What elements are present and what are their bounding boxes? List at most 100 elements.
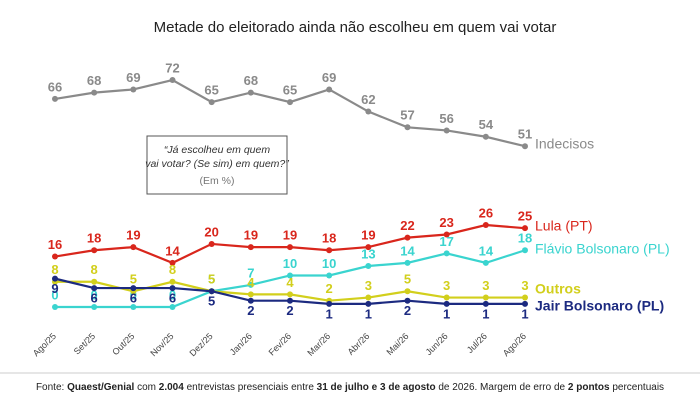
data-point <box>326 247 333 254</box>
data-point <box>130 86 137 93</box>
x-tick-label: Abr/26 <box>346 331 372 357</box>
data-point <box>326 300 333 307</box>
data-label: 14 <box>400 243 415 258</box>
annotation-unit: (Em %) <box>200 175 235 187</box>
annotation-text: “Já escolheu em quem vai votar? (Se sim) … <box>145 144 289 170</box>
x-tick-label: Mar/26 <box>305 331 332 358</box>
data-label: 54 <box>479 117 494 132</box>
source-part: 31 de julho e 3 de agosto <box>317 382 436 393</box>
data-label: 2 <box>247 303 254 318</box>
source-part: com <box>134 382 158 393</box>
data-point <box>443 300 450 307</box>
data-label: 5 <box>208 272 215 287</box>
data-label: 22 <box>400 218 414 233</box>
data-point <box>130 304 137 310</box>
data-label: 6 <box>91 291 98 306</box>
data-label: 9 <box>51 281 58 296</box>
data-label: 72 <box>165 60 179 75</box>
data-point <box>482 259 489 266</box>
data-label: 2 <box>326 281 333 296</box>
data-point <box>247 244 254 251</box>
series-label: Jair Bolsonaro (PL) <box>535 298 664 314</box>
data-point <box>52 95 58 102</box>
data-point <box>404 288 411 295</box>
data-point <box>482 300 489 307</box>
data-point <box>169 278 176 285</box>
data-label: 19 <box>283 228 297 243</box>
data-point <box>91 278 98 285</box>
series-label: Indecisos <box>535 136 594 152</box>
data-point <box>522 300 528 307</box>
x-tick-label: Ago/25 <box>31 331 58 358</box>
data-point <box>404 297 411 304</box>
data-point <box>365 108 372 115</box>
data-point <box>522 294 528 301</box>
data-label: 51 <box>518 127 532 142</box>
data-point <box>287 99 293 106</box>
data-point <box>208 240 215 247</box>
x-tick-label: Fev/26 <box>267 331 294 358</box>
data-label: 2 <box>404 303 411 318</box>
data-point <box>130 285 137 292</box>
data-point <box>208 288 215 295</box>
data-point <box>169 259 176 266</box>
x-tick-label: Out/25 <box>110 331 136 357</box>
source: Fonte: Quaest/Genial com 2.004 entrevist… <box>36 382 664 393</box>
annotation-box <box>146 135 288 195</box>
data-point <box>365 300 372 307</box>
data-label: 0 <box>51 287 58 302</box>
data-label: 1 <box>326 306 333 321</box>
data-point <box>482 294 489 301</box>
data-label: 1 <box>521 306 528 321</box>
data-point <box>482 133 489 140</box>
x-tick-label: Set/25 <box>72 331 97 356</box>
data-label: 8 <box>169 262 176 277</box>
data-label: 20 <box>204 224 218 239</box>
source-part: 2.004 <box>159 382 184 393</box>
data-point <box>404 259 411 266</box>
data-label: 5 <box>404 272 411 287</box>
data-label: 69 <box>322 70 336 85</box>
data-label: 66 <box>48 79 62 94</box>
source-part: percentuais <box>610 382 664 393</box>
data-label: 23 <box>439 215 453 230</box>
data-label: 4 <box>286 275 294 290</box>
data-point <box>91 247 98 254</box>
data-label: 3 <box>365 278 372 293</box>
data-label: 7 <box>247 265 254 280</box>
data-label: 17 <box>439 234 453 249</box>
data-label: 6 <box>169 291 176 306</box>
data-label: 18 <box>518 231 532 246</box>
data-point <box>52 275 58 282</box>
data-label: 19 <box>361 228 375 243</box>
data-point <box>52 304 58 310</box>
x-tick-label: Mai/26 <box>384 331 410 357</box>
data-point <box>443 231 450 238</box>
data-point <box>287 244 293 251</box>
data-label: 10 <box>322 256 336 271</box>
series-label: Outros <box>535 281 581 297</box>
data-point <box>130 244 137 251</box>
data-point <box>169 77 176 83</box>
data-point <box>247 281 254 288</box>
data-label: 4 <box>247 275 255 290</box>
data-point <box>287 291 293 298</box>
data-label: 14 <box>165 243 180 258</box>
data-point <box>365 294 372 301</box>
data-point <box>287 297 293 304</box>
data-label: 0 <box>169 287 176 302</box>
data-point <box>326 272 333 279</box>
data-point <box>404 124 411 131</box>
data-label: 68 <box>244 73 258 88</box>
data-point <box>91 89 98 96</box>
data-label: 1 <box>365 306 372 321</box>
data-point <box>443 127 450 134</box>
data-point <box>247 297 254 304</box>
data-point <box>326 86 333 93</box>
data-point <box>91 304 98 310</box>
data-point <box>208 99 215 106</box>
data-label: 3 <box>443 278 450 293</box>
data-label: 0 <box>130 287 137 302</box>
data-point <box>52 253 58 260</box>
data-point <box>443 294 450 301</box>
